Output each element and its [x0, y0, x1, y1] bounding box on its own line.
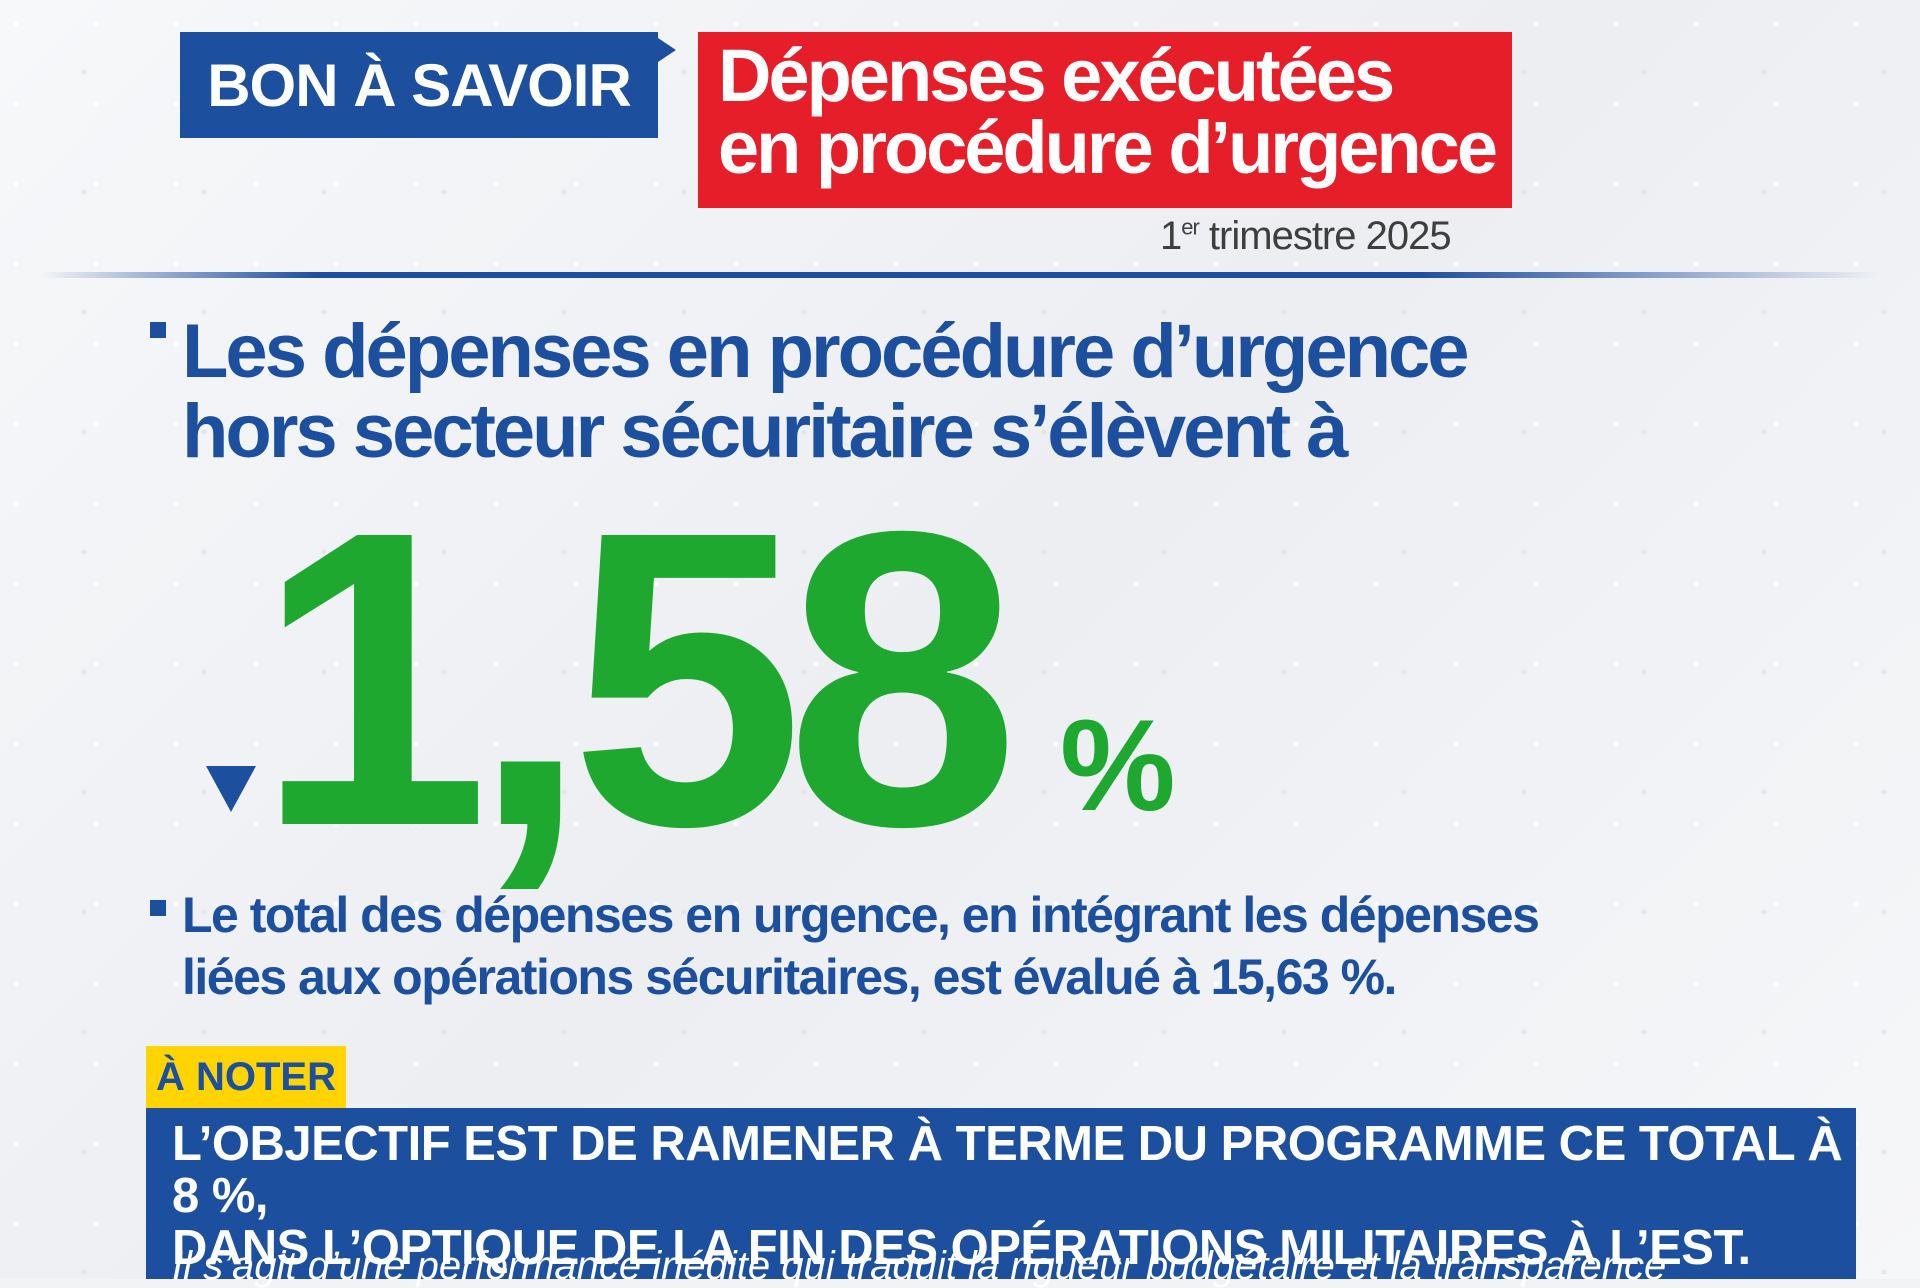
- good-to-know-tag: BON À SAVOIR: [180, 32, 658, 138]
- period-label: 1er trimestre 2025: [1160, 214, 1452, 259]
- note-tag-label: À NOTER: [156, 1054, 336, 1099]
- note-box: [146, 1108, 1856, 1279]
- title-line-1: Dépenses exécutées: [718, 34, 1395, 117]
- total-line-2: liées aux opérations sécuritaires, est é…: [182, 949, 1397, 1005]
- header-divider: [40, 272, 1880, 278]
- headline-percentage-value: 1,58: [256, 445, 1019, 914]
- title-line-2: en procédure d’urgence: [718, 106, 1498, 189]
- period-superscript: er: [1181, 214, 1200, 240]
- note-objective: L’OBJECTIF EST DE RAMENER À TERME DU PRO…: [172, 1118, 1852, 1274]
- good-to-know-label: BON À SAVOIR: [207, 51, 632, 119]
- headline-percentage-unit: %: [1060, 692, 1176, 838]
- title-background: [698, 32, 1512, 208]
- tag-arrow-icon: [658, 38, 676, 62]
- lead-line-2: hors secteur sécuritaire s’élèvent à: [182, 389, 1349, 474]
- bullet-square-icon: [150, 900, 166, 916]
- period-number: 1: [1160, 214, 1182, 258]
- note-line-1: L’OBJECTIF EST DE RAMENER À TERME DU PRO…: [172, 1117, 1843, 1223]
- total-statement: Le total des dépenses en urgence, en int…: [182, 884, 1632, 1008]
- total-line-1: Le total des dépenses en urgence, en int…: [182, 887, 1540, 943]
- lead-line-1: Les dépenses en procédure d’urgence: [182, 309, 1470, 394]
- period-text: trimestre 2025: [1198, 214, 1452, 258]
- down-arrow-icon: [206, 766, 256, 812]
- note-line-2: DANS L’OPTIQUE DE LA FIN DES OPÉRATIONS …: [172, 1221, 1751, 1275]
- note-comment: Il s’agit d’une performance inédite qui …: [172, 1244, 1667, 1288]
- lead-statement: Les dépenses en procédure d’urgence hors…: [182, 312, 1582, 472]
- page-title: Dépenses exécutées en procédure d’urgenc…: [718, 34, 1498, 189]
- bullet-square-icon: [150, 322, 166, 338]
- note-tag: À NOTER: [146, 1046, 346, 1108]
